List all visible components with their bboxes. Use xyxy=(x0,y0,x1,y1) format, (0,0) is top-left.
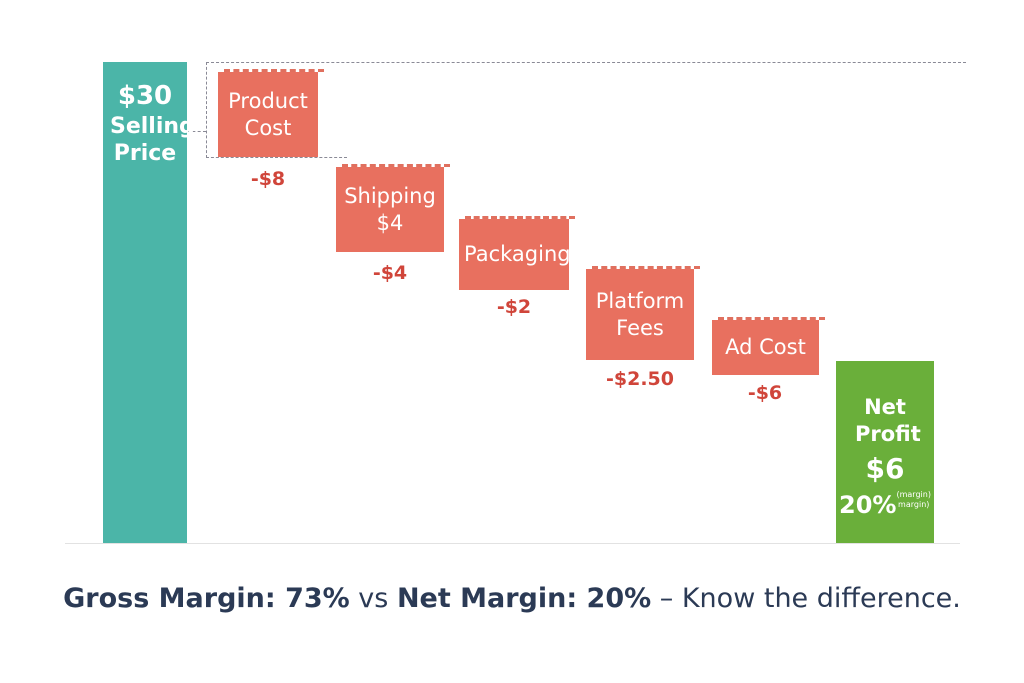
bar-top-dash xyxy=(592,266,700,269)
bar-label: Product Cost xyxy=(228,89,308,140)
net-margin-text: Net Margin: 20% xyxy=(396,583,652,614)
footer-tagline: – Know the difference. xyxy=(651,583,961,614)
bar-top-dash xyxy=(718,317,825,320)
data-label: -$4 xyxy=(372,262,408,284)
net-margin-note: margin) xyxy=(898,500,930,510)
net-margin-note-top: (margin) xyxy=(896,489,931,499)
bar-label: Packaging xyxy=(464,242,571,267)
baseline xyxy=(65,543,960,544)
net-profit-value: $6 xyxy=(865,451,905,485)
bar-shipping: Shipping $4 xyxy=(336,167,444,252)
gross-margin-text: Gross Margin: 73% xyxy=(63,583,350,614)
data-label: -$6 xyxy=(747,382,783,404)
data-label: -$2.50 xyxy=(606,368,674,390)
net-margin: 20% (margin) margin) xyxy=(839,490,931,520)
bar-ad-cost: Ad Cost xyxy=(712,320,819,375)
bar-packaging: Packaging xyxy=(459,219,571,290)
net-margin-value: 20% xyxy=(839,490,897,519)
bar-top-dash xyxy=(465,216,575,219)
bar-label: Platform Fees xyxy=(595,289,685,340)
bar-selling-price: $30 Selling Price xyxy=(103,62,195,543)
bar-product-cost: Product Cost xyxy=(218,72,318,157)
bar-top-dash xyxy=(224,69,324,72)
bar-platform-fees: Platform Fees xyxy=(586,269,694,360)
data-label: -$8 xyxy=(250,168,286,190)
selling-price-value: $30 xyxy=(117,81,173,111)
bar-net-profit: Net Profit $6 20% (margin) margin) xyxy=(836,361,934,543)
data-label: -$2 xyxy=(496,296,532,318)
connector-guide xyxy=(206,62,966,63)
bar-label: Ad Cost xyxy=(725,335,806,360)
connector-guide xyxy=(206,62,347,158)
bar-top-dash xyxy=(342,164,450,167)
selling-price-label: Selling Price xyxy=(110,113,195,167)
net-profit-label: Net Profit xyxy=(855,395,921,446)
bar-label: Shipping $4 xyxy=(344,184,436,235)
connector-guide xyxy=(187,131,206,132)
footer-caption: Gross Margin: 73% vs Net Margin: 20% – K… xyxy=(0,583,1024,614)
vs-text: vs xyxy=(349,583,397,614)
